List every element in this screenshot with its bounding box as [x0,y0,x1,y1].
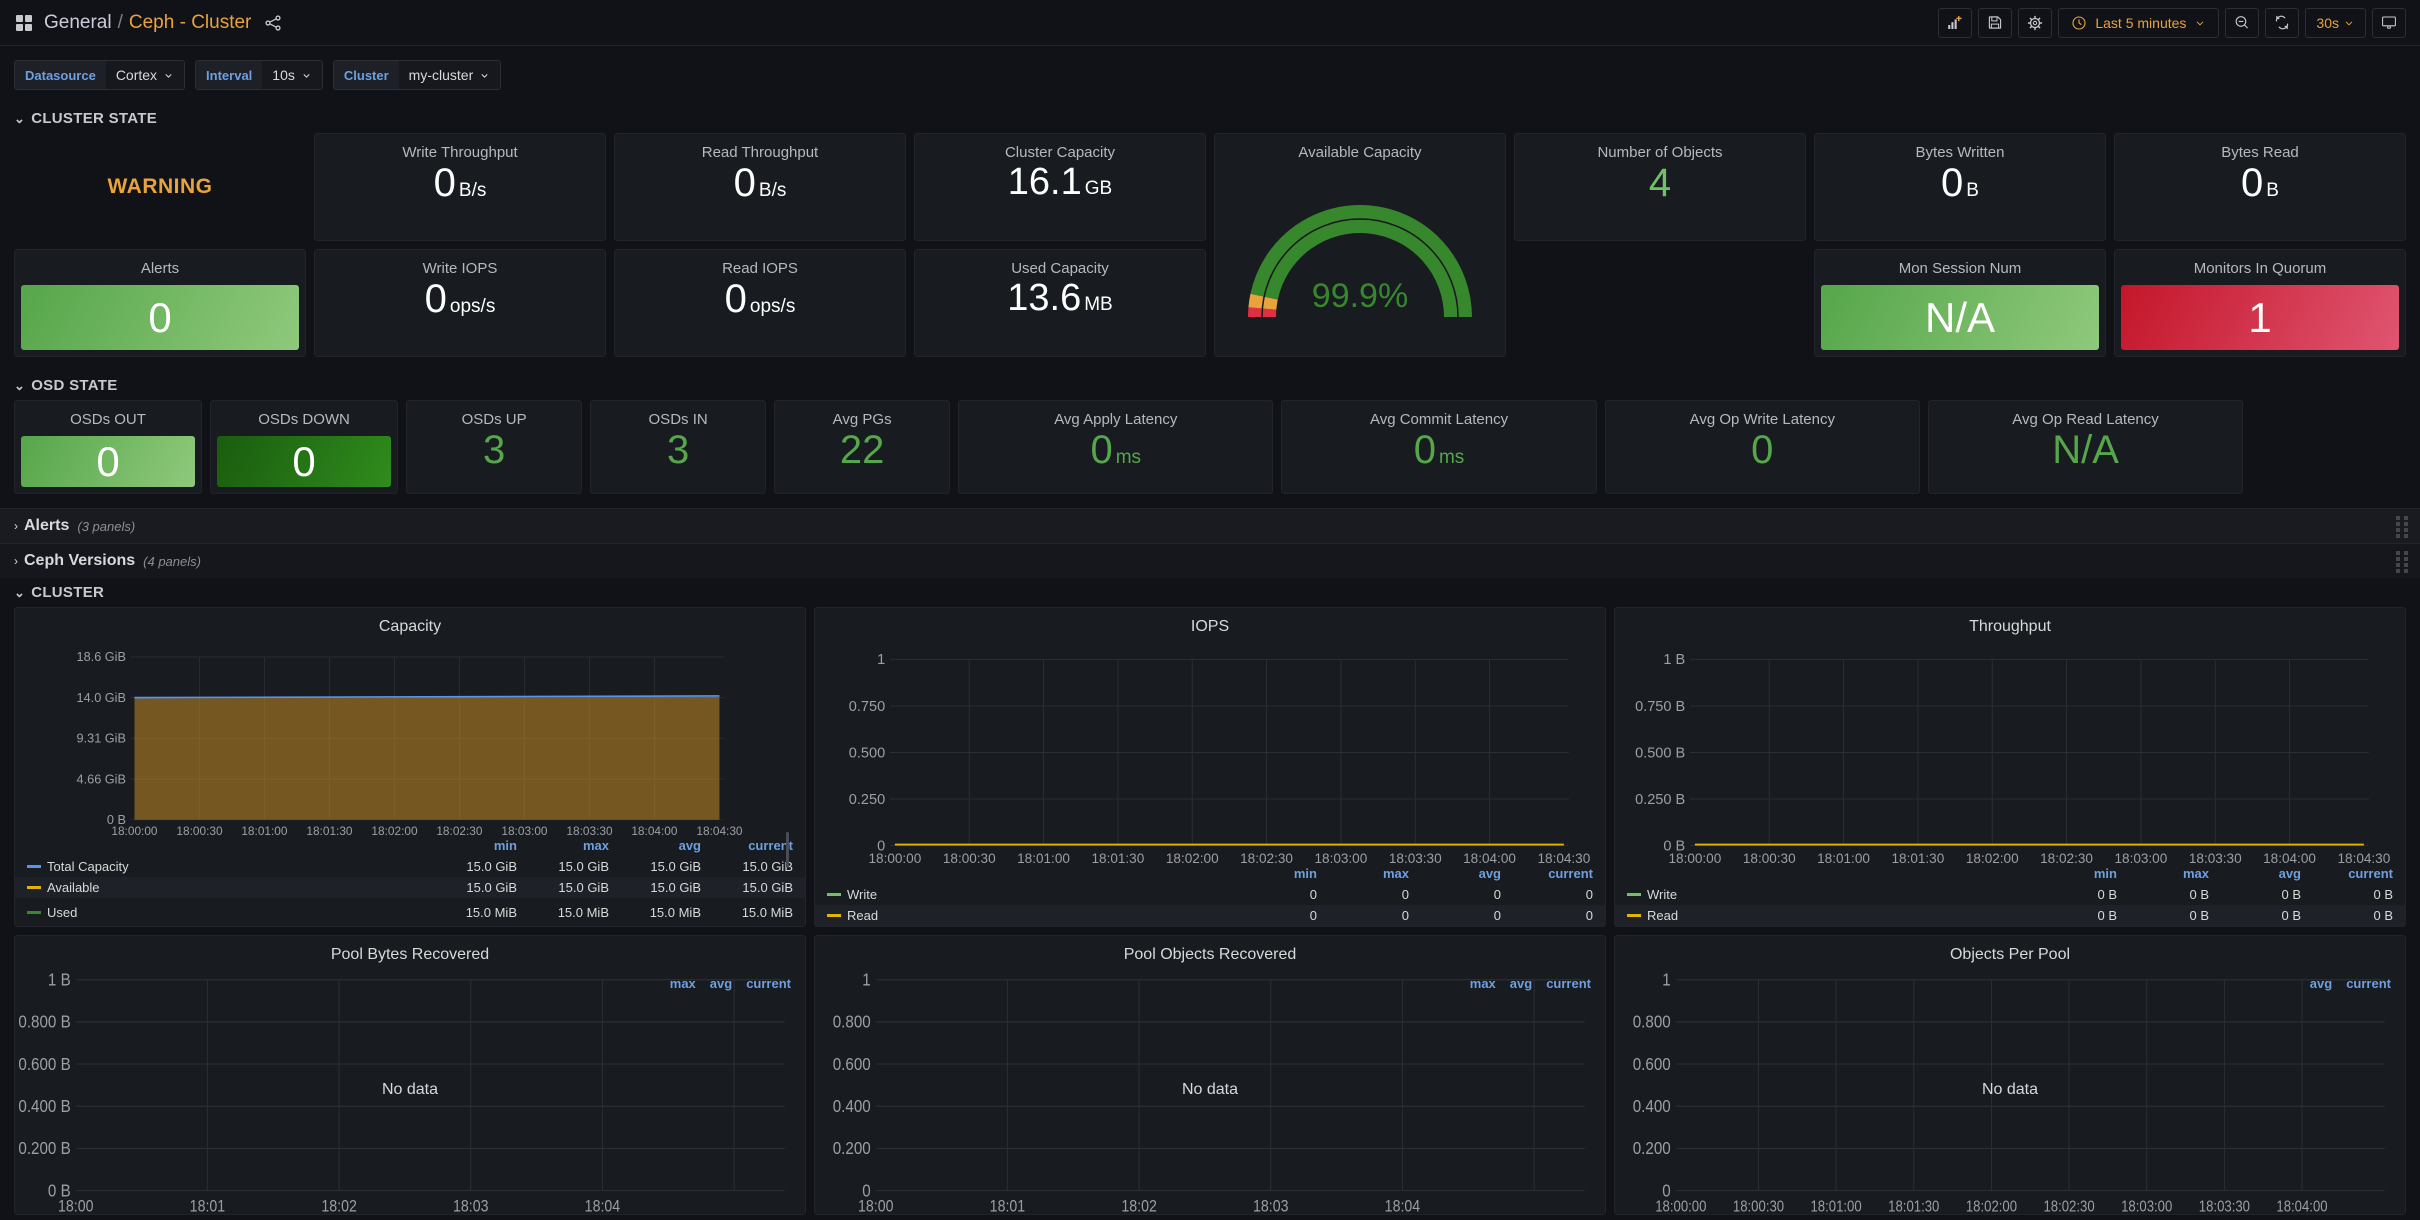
svg-text:0.200: 0.200 [833,1139,871,1158]
svg-text:18:02: 18:02 [1121,1198,1156,1214]
svg-text:0.600 B: 0.600 B [18,1055,70,1074]
svg-text:18:00:00: 18:00:00 [868,851,921,863]
svg-text:18:03:00: 18:03:00 [2114,851,2167,863]
svg-text:0.200: 0.200 [1633,1139,1671,1158]
svg-text:0.400 B: 0.400 B [18,1097,70,1116]
svg-text:18:00:00: 18:00:00 [111,824,158,835]
svg-text:1: 1 [862,971,870,990]
svg-text:18:02:00: 18:02:00 [1166,851,1219,863]
svg-text:14.0 GiB: 14.0 GiB [77,690,126,705]
svg-text:18:01:30: 18:01:30 [1091,851,1144,863]
svg-text:18:02:30: 18:02:30 [1240,851,1293,863]
svg-text:18:02:30: 18:02:30 [2040,851,2093,863]
svg-text:18:03:30: 18:03:30 [1389,851,1442,863]
svg-text:0.200 B: 0.200 B [18,1139,70,1158]
svg-text:18:01:00: 18:01:00 [241,824,288,835]
svg-text:18:03:00: 18:03:00 [2121,1199,2172,1214]
svg-text:18:03:30: 18:03:30 [2189,851,2242,863]
svg-text:18:04:00: 18:04:00 [1463,851,1516,863]
svg-text:18:02:00: 18:02:00 [371,824,418,835]
svg-text:18:04: 18:04 [585,1198,621,1214]
svg-text:0.800: 0.800 [833,1013,871,1032]
svg-text:18:04:00: 18:04:00 [631,824,678,835]
svg-text:0.400: 0.400 [833,1097,871,1116]
svg-text:18:01: 18:01 [190,1198,225,1214]
svg-text:0.500: 0.500 [849,745,885,761]
svg-text:0.750: 0.750 [849,699,885,715]
svg-text:18:04:00: 18:04:00 [2263,851,2316,863]
svg-text:18:02:00: 18:02:00 [1966,1199,2017,1214]
svg-text:1 B: 1 B [1663,652,1685,668]
svg-text:18:02:00: 18:02:00 [1966,851,2019,863]
svg-text:18:01:30: 18:01:30 [1891,851,1944,863]
svg-text:18:01:30: 18:01:30 [1888,1199,1939,1214]
svg-text:0.800: 0.800 [1633,1013,1671,1032]
svg-text:18:01: 18:01 [990,1198,1025,1214]
svg-text:18:01:00: 18:01:00 [1817,851,1870,863]
svg-text:18:04:00: 18:04:00 [2276,1199,2327,1214]
svg-text:1: 1 [1662,971,1670,990]
svg-text:1: 1 [877,652,885,668]
svg-text:18:00:30: 18:00:30 [176,824,223,835]
svg-text:18:00:30: 18:00:30 [943,851,996,863]
svg-text:18:03:30: 18:03:30 [566,824,613,835]
svg-text:0.600: 0.600 [833,1055,871,1074]
svg-text:0.750 B: 0.750 B [1635,699,1685,715]
svg-text:0.800 B: 0.800 B [18,1013,70,1032]
svg-text:0.250: 0.250 [849,792,885,808]
svg-text:18:01:00: 18:01:00 [1810,1199,1861,1214]
svg-text:18:00:30: 18:00:30 [1743,851,1796,863]
svg-text:18:04: 18:04 [1385,1198,1421,1214]
svg-text:18:04:30: 18:04:30 [1537,851,1590,863]
svg-text:18:03: 18:03 [453,1198,488,1214]
svg-text:18:00: 18:00 [858,1198,893,1214]
svg-text:18:03:00: 18:03:00 [1314,851,1367,863]
svg-text:1 B: 1 B [48,971,71,990]
svg-text:4.66 GiB: 4.66 GiB [77,771,126,786]
svg-text:18:04:30: 18:04:30 [2337,851,2390,863]
svg-text:18:01:00: 18:01:00 [1017,851,1070,863]
svg-text:18:00: 18:00 [58,1198,93,1214]
svg-text:18:02:30: 18:02:30 [2043,1199,2094,1214]
svg-text:18:03:30: 18:03:30 [2199,1199,2250,1214]
svg-text:0.500 B: 0.500 B [1635,745,1685,761]
svg-text:18:02: 18:02 [321,1198,356,1214]
svg-text:18:00:30: 18:00:30 [1733,1199,1784,1214]
svg-text:18.6 GiB: 18.6 GiB [77,649,126,664]
svg-text:18:03:00: 18:03:00 [501,824,548,835]
svg-text:18:00:00: 18:00:00 [1655,1199,1706,1214]
svg-text:18:01:30: 18:01:30 [306,824,353,835]
svg-text:0.250 B: 0.250 B [1635,792,1685,808]
svg-text:0.400: 0.400 [1633,1097,1671,1116]
svg-text:18:00:00: 18:00:00 [1668,851,1721,863]
svg-text:0.600: 0.600 [1633,1055,1671,1074]
svg-text:18:04:30: 18:04:30 [696,824,743,835]
svg-text:9.31 GiB: 9.31 GiB [77,731,126,746]
svg-text:18:03: 18:03 [1253,1198,1288,1214]
svg-text:18:02:30: 18:02:30 [436,824,483,835]
